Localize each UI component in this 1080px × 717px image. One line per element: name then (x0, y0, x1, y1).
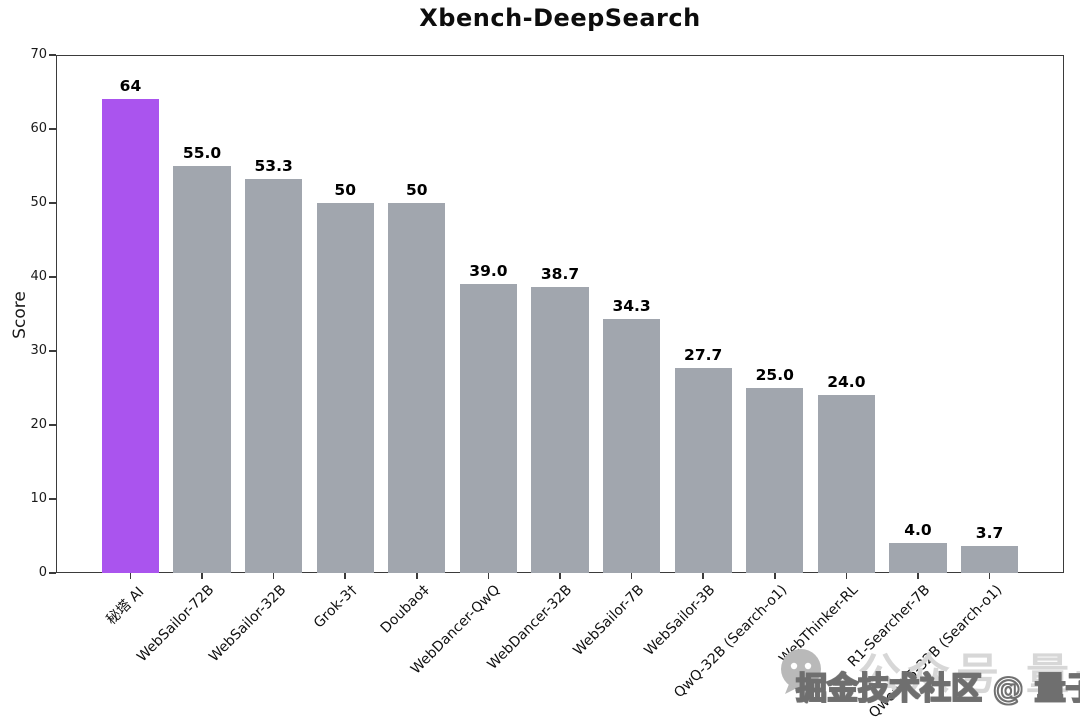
bar-value-label: 25.0 (755, 366, 794, 384)
y-tick-label: 20 (30, 417, 47, 432)
bar (531, 286, 589, 573)
bar (889, 543, 947, 573)
y-tick-label: 30 (30, 343, 47, 358)
y-tick-mark (49, 276, 56, 278)
y-tick-label: 10 (30, 491, 47, 506)
y-tick-mark (49, 54, 56, 56)
x-tick-mark (416, 573, 418, 579)
y-tick-mark (49, 202, 56, 204)
y-tick-mark (49, 128, 56, 130)
bar-value-label: 64 (119, 77, 142, 96)
y-tick-label: 0 (38, 565, 47, 580)
x-tick-mark (344, 573, 347, 579)
bar (746, 388, 804, 573)
y-tick-label: 40 (30, 269, 47, 284)
y-tick-mark (49, 498, 56, 500)
x-tick-mark (773, 573, 776, 579)
chart-title: Xbench-DeepSearch (419, 4, 701, 32)
bar (459, 284, 518, 573)
x-tick-mark (630, 573, 633, 579)
x-tick-mark (201, 573, 203, 579)
bar (245, 178, 303, 573)
y-tick-mark (49, 350, 56, 352)
watermark-foreground-text: 掘金技术社区 @ 量子位 (795, 670, 1080, 708)
x-tick-mark (988, 573, 991, 579)
x-tick-mark (272, 573, 275, 579)
bar-value-label: 4.0 (904, 521, 932, 540)
bar-value-label: 24.0 (827, 373, 866, 392)
bar-value-label: 50 (406, 181, 428, 199)
y-tick-label: 70 (30, 47, 47, 62)
x-tick-mark (487, 573, 490, 579)
bar (388, 203, 446, 573)
x-tick-label: 秘塔 AI (103, 584, 148, 629)
x-tick-mark (702, 573, 704, 579)
y-tick-label: 60 (30, 121, 47, 136)
bar (173, 166, 231, 573)
y-tick-label: 50 (30, 195, 47, 210)
bar-value-label: 27.7 (684, 346, 723, 365)
bar (602, 319, 661, 573)
x-tick-mark (917, 573, 919, 579)
x-tick-mark (129, 573, 132, 579)
bar (817, 395, 875, 573)
bar (960, 545, 1019, 573)
x-tick-mark (845, 573, 848, 579)
bar-value-label: 50 (334, 181, 356, 199)
y-tick-mark (49, 424, 56, 426)
bar (316, 203, 374, 573)
bar (674, 368, 732, 573)
bar-value-label: 3.7 (975, 523, 1004, 542)
bar-value-label: 39.0 (469, 262, 508, 281)
x-tick-mark (559, 573, 561, 579)
wechat-icon (781, 649, 821, 694)
bar-value-label: 34.3 (612, 297, 651, 316)
bar-value-label: 38.7 (540, 264, 580, 283)
bar-value-label: 53.3 (254, 156, 293, 175)
watermark-background-text: 公众号 量子位 (858, 650, 1080, 700)
bar (101, 99, 160, 573)
bar-value-label: 55.0 (182, 144, 222, 162)
y-tick-mark (49, 572, 56, 574)
